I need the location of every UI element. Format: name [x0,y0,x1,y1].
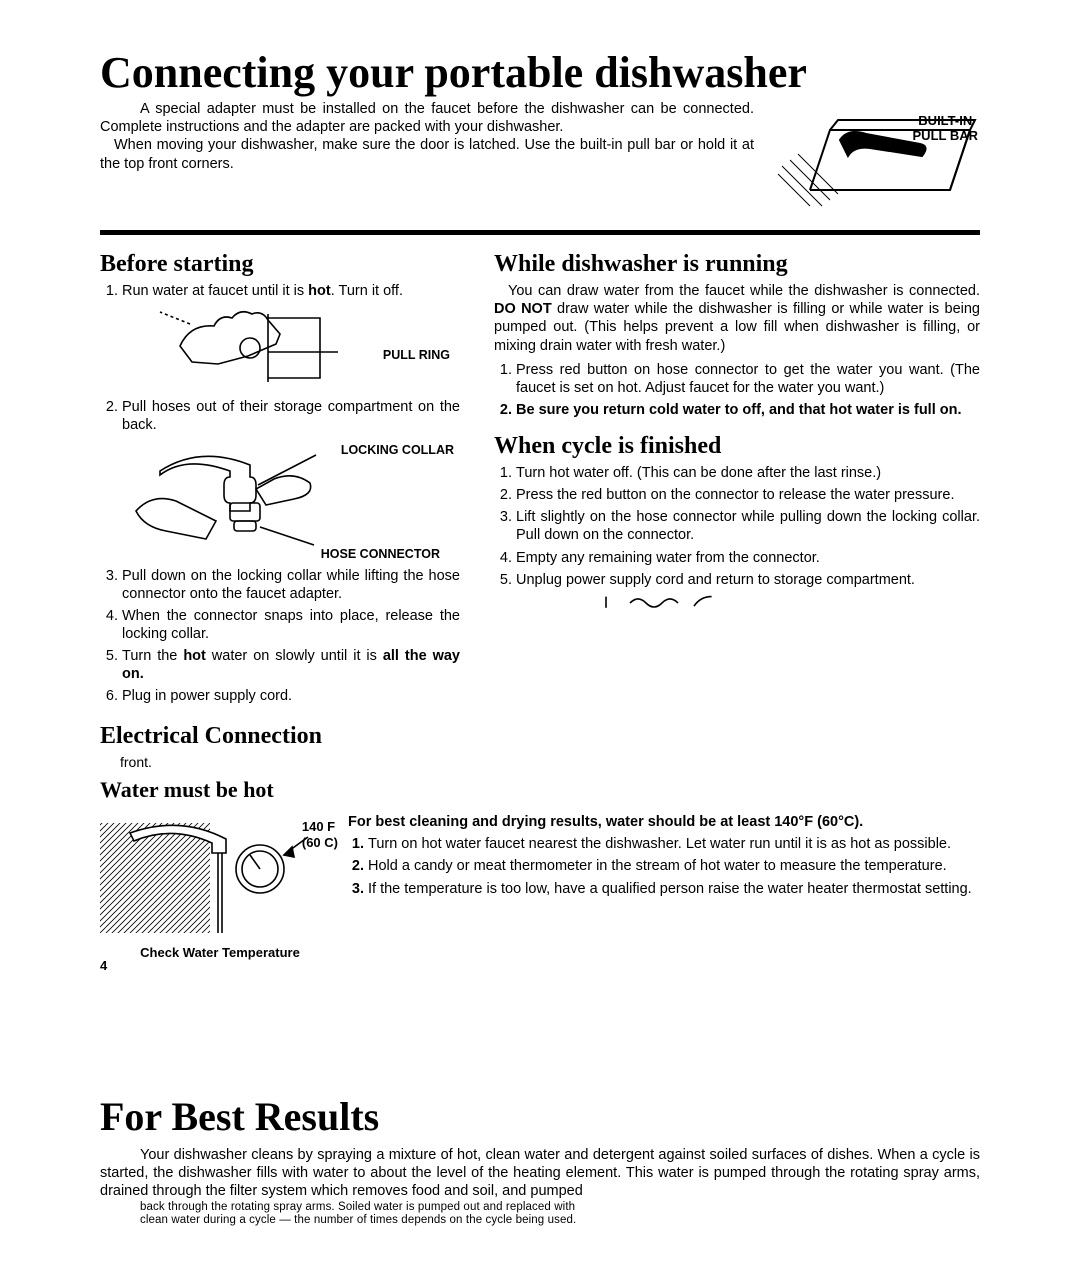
txt-bold: hot [183,648,206,664]
running-step-2: Be sure you return cold water to off, an… [516,401,980,419]
intro-p2: When moving your dishwasher, make sure t… [100,136,754,172]
while-running-para: You can draw water from the faucet while… [494,282,980,355]
before-steps-2: Pull hoses out of their storage compartm… [100,398,460,434]
hose-connector-illustration [100,441,460,561]
best-results-section: For Best Results Your dishwasher cleans … [100,1093,980,1227]
intro-p1: A special adapter must be installed on t… [100,100,754,136]
finished-step-5: Unplug power supply cord and return to s… [516,571,980,589]
hose-connector-label: HOSE CONNECTOR [321,547,440,561]
txt: draw water while the dishwasher is filli… [494,301,980,353]
water-instructions: For best cleaning and drying results, wa… [348,813,980,904]
before-step-4: When the connector snaps into place, rel… [122,607,460,643]
when-finished-steps: Turn hot water off. (This can be done af… [494,464,980,589]
finished-step-2: Press the red button on the connector to… [516,486,980,504]
best-results-fine1: back through the rotating spray arms. So… [100,1201,980,1214]
left-column: Before starting Run water at faucet unti… [100,245,460,807]
water-row: 140 F (60 C) Check Water Temperature 4 F… [100,813,980,973]
while-running-steps: Press red button on hose connector to ge… [494,361,980,419]
water-step-3: If the temperature is too low, have a qu… [368,881,972,897]
pull-bar-figure: BUILT-IN PULL BAR [770,100,980,220]
pull-bar-label: BUILT-IN PULL BAR [913,114,978,144]
while-running-heading: While dishwasher is running [494,251,980,278]
water-step-2: Hold a candy or meat thermometer in the … [368,858,947,874]
txt-bold: DO NOT [494,301,552,317]
water-lead: For best cleaning and drying results, wa… [348,813,980,831]
water-temp-figure: 140 F (60 C) [100,813,340,943]
before-step-6: Plug in power supply cord. [122,687,460,705]
pull-bar-label-line1: BUILT-IN [913,114,978,129]
finished-step-3: Lift slightly on the hose connector whil… [516,508,980,544]
before-step-5: Turn the hot water on slowly until it is… [122,647,460,683]
intro-block: A special adapter must be installed on t… [100,100,980,220]
txt: Turn the [122,648,183,664]
page-title-best-results: For Best Results [100,1093,980,1140]
temp-line2: (60 C) [302,835,338,851]
water-steps: Turn on hot water faucet nearest the dis… [348,835,980,897]
before-step-3: Pull down on the locking collar while li… [122,567,460,603]
two-column-layout: Before starting Run water at faucet unti… [100,245,980,807]
page-title-connecting: Connecting your portable dishwasher [100,50,980,96]
best-results-fine2: clean water during a cycle — the number … [100,1214,980,1227]
before-steps-3: Pull down on the locking collar while li… [100,567,460,706]
before-steps-1: Run water at faucet until it is hot. Tur… [100,282,460,300]
page: Connecting your portable dishwasher A sp… [0,0,1080,1267]
temp-line1: 140 F [302,819,338,835]
locking-collar-label: LOCKING COLLAR [341,443,454,457]
electrical-connection-heading: Electrical Connection [100,723,460,750]
water-hot-heading: Water must be hot [100,777,460,803]
page-number: 4 [100,958,340,973]
divider-rule [100,230,980,235]
txt: . Turn it off. [331,283,403,299]
hose-connector-figure: LOCKING COLLAR HOSE CONNECTOR [100,441,460,561]
before-step-2: Pull hoses out of their storage compartm… [122,398,460,434]
squiggle-icon [574,595,734,611]
running-step-1: Press red button on hose connector to ge… [516,361,980,397]
pull-bar-label-line2: PULL BAR [913,129,978,144]
txt: You can draw water from the faucet while… [508,283,980,299]
water-figure-col: 140 F (60 C) Check Water Temperature 4 [100,813,340,973]
finished-step-4: Empty any remaining water from the conne… [516,549,980,567]
before-step-1: Run water at faucet until it is hot. Tur… [122,282,460,300]
when-finished-heading: When cycle is finished [494,433,980,460]
best-results-p1: Your dishwasher cleans by spraying a mix… [100,1146,980,1200]
right-column: While dishwasher is running You can draw… [494,245,980,807]
pull-ring-figure: PULL RING [100,306,460,392]
intro-text: A special adapter must be installed on t… [100,100,754,173]
before-starting-heading: Before starting [100,251,460,278]
txt: Run water at faucet until it is [122,283,308,299]
pull-ring-label: PULL RING [383,348,450,362]
water-step-1: Turn on hot water faucet nearest the dis… [368,836,951,852]
txt: water on slowly until it is [206,648,383,664]
finished-step-1: Turn hot water off. (This can be done af… [516,464,980,482]
electrical-front-text: front. [100,754,460,771]
txt-bold: hot [308,283,331,299]
